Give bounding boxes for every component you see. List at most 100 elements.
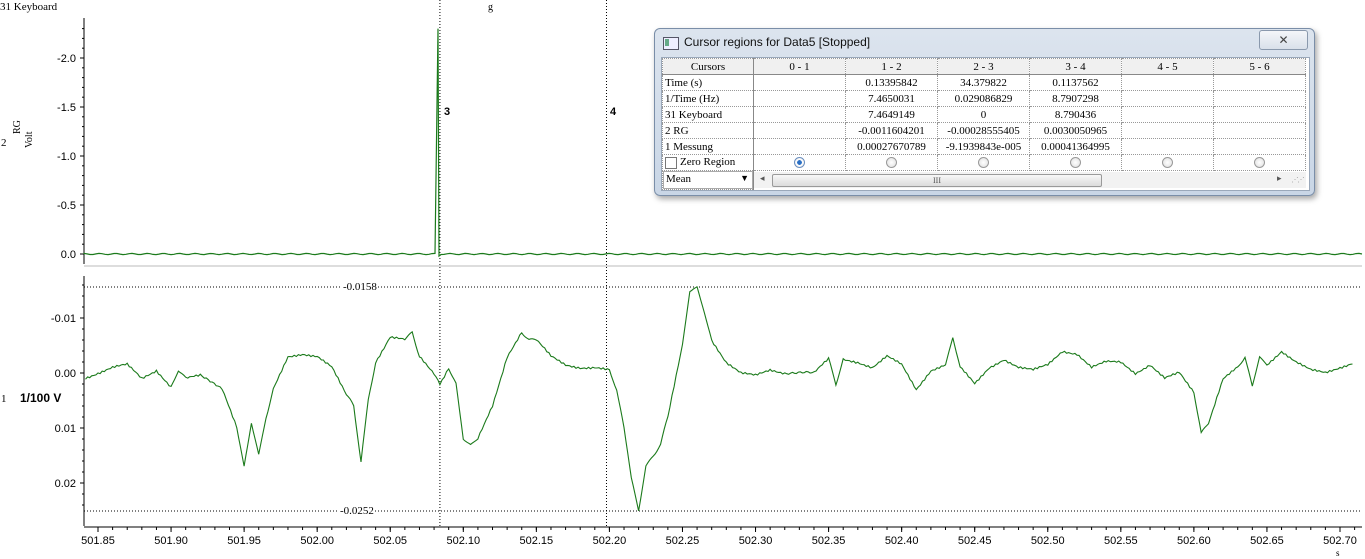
table-cell: 34.379822 (937, 74, 1030, 91)
x-tick-label: 502.70 (1323, 535, 1357, 547)
table-row: 31 Keyboard 7.4649149 0 8.790436 (662, 106, 1306, 123)
scroll-thumb[interactable]: III (772, 174, 1102, 188)
row-label: 31 Keyboard (662, 106, 754, 123)
table-cell (1213, 74, 1306, 91)
measure-select[interactable]: Mean ▼ (663, 171, 753, 189)
x-tick-label: 502.20 (593, 535, 627, 547)
table-cell: -9.1939843e-005 (937, 138, 1030, 155)
table-cell: 0.00027670789 (845, 138, 938, 155)
zero-region-radio[interactable] (1162, 157, 1173, 169)
upper-channel-number: 2 (1, 137, 7, 149)
measure-row: Mean ▼ ◂ III ▸ ⋰⋰ (662, 170, 1306, 190)
upper-y-tick-label: 0.0 (61, 249, 76, 261)
table-cell: 7.4649149 (845, 106, 938, 123)
cursor-3-label[interactable]: 3 (444, 106, 451, 118)
scroll-grip: III (933, 176, 941, 186)
table-cell: 0.00041364995 (1029, 138, 1122, 155)
lower-y-tick-label: 0.00 (55, 368, 76, 380)
zero-region-radio[interactable] (1070, 157, 1081, 169)
table-cell (1213, 106, 1306, 123)
column-header-region: 3 - 4 (1029, 58, 1122, 75)
table-row: 1/Time (Hz) 7.4650031 0.029086829 8.7907298 (662, 90, 1306, 107)
x-tick-label: 502.50 (1031, 535, 1065, 547)
zero-region-row: Zero Region (662, 154, 1306, 171)
table-cell: 0 (937, 106, 1030, 123)
table-cell (1121, 106, 1214, 123)
table-row: Time (s) 0.13395842 34.379822 0.1137562 (662, 74, 1306, 91)
table-cell (1121, 122, 1214, 139)
upper-y-tick-label: -1.5 (57, 102, 76, 114)
table-cell: 0.13395842 (845, 74, 938, 91)
lower-trace (85, 286, 1353, 512)
lower-y-tick-label: 0.01 (55, 423, 76, 435)
zero-region-radio[interactable] (978, 157, 989, 169)
dialog-titlebar[interactable]: Cursor regions for Data5 [Stopped] ✕ (655, 29, 1314, 57)
resize-grip-icon[interactable]: ⋰⋰ (1291, 176, 1305, 185)
scroll-left-icon[interactable]: ◂ (760, 173, 765, 184)
table-cell: 8.790436 (1029, 106, 1122, 123)
table-cell (1213, 90, 1306, 107)
column-header-region: 4 - 5 (1121, 58, 1214, 75)
table-cell: 0.029086829 (937, 90, 1030, 107)
upper-trace (83, 28, 1363, 258)
horizontal-scrollbar-cell: ◂ III ▸ ⋰⋰ (754, 171, 1306, 190)
x-tick-label: 502.15 (520, 535, 554, 547)
zero-region-label: Zero Region (680, 156, 736, 169)
lower-y-tick-label: -0.01 (51, 313, 76, 325)
event-marker-g: g (488, 2, 493, 13)
upper-channel-name: RG (12, 120, 23, 134)
measure-select-value: Mean (666, 173, 692, 185)
row-label: Time (s) (662, 74, 754, 91)
column-header-region: 0 - 1 (753, 58, 846, 75)
upper-axis-title: RG Volt (12, 120, 35, 166)
lower-channel-number: 1 (1, 393, 7, 405)
row-label: 1 Messung (662, 138, 754, 155)
x-tick-label: 501.85 (81, 535, 115, 547)
x-tick-label: 502.25 (666, 535, 700, 547)
hline-bottom-label: -0.0252 (339, 505, 375, 517)
table-cell (753, 122, 846, 139)
column-header-region: 2 - 3 (937, 58, 1030, 75)
x-tick-label: 502.45 (958, 535, 992, 547)
cursor-4-label[interactable]: 4 (610, 106, 617, 118)
row-label: 2 RG (662, 122, 754, 139)
x-tick-label: 501.90 (154, 535, 188, 547)
top-channel-label: 31 Keyboard (0, 1, 58, 13)
table-cell (753, 74, 846, 91)
x-tick-label: 502.65 (1250, 535, 1284, 547)
cursor-regions-dialog[interactable]: Cursor regions for Data5 [Stopped] ✕ Cur… (654, 28, 1315, 196)
zero-region-radio-cell (845, 154, 938, 171)
zero-region-radio[interactable] (1254, 157, 1265, 169)
hline-top-label: -0.0158 (342, 281, 378, 293)
x-tick-label: 502.40 (885, 535, 919, 547)
scroll-right-icon[interactable]: ▸ (1276, 173, 1282, 184)
x-tick-label: 502.00 (300, 535, 334, 547)
horizontal-scrollbar[interactable]: ◂ III ▸ ⋰⋰ (754, 172, 1306, 189)
zero-region-radio-cell (753, 154, 846, 171)
close-button[interactable]: ✕ (1259, 30, 1308, 50)
table-row: 2 RG -0.0011604201 -0.00028555405 0.0030050… (662, 122, 1306, 139)
table-cell: 8.7907298 (1029, 90, 1122, 107)
table-row: 1 Messung 0.00027670789 -9.1939843e-005 0.0… (662, 138, 1306, 155)
table-cell (1121, 138, 1214, 155)
table-cell (1121, 74, 1214, 91)
zero-region-radio[interactable] (886, 157, 897, 169)
zero-region-radio-cell (1213, 154, 1306, 171)
zero-region-checkbox[interactable] (665, 156, 677, 169)
zero-region-radio[interactable] (794, 157, 805, 169)
x-tick-label: 502.05 (373, 535, 407, 547)
upper-y-tick-label: -2.0 (57, 53, 76, 65)
dropdown-arrow-icon: ▼ (740, 173, 749, 183)
table-cell: 0.1137562 (1029, 74, 1122, 91)
table-cell: -0.0011604201 (845, 122, 938, 139)
measure-select-cell: Mean ▼ (662, 170, 754, 190)
window-icon (663, 37, 679, 50)
table-cell: -0.00028555405 (937, 122, 1030, 139)
x-tick-label: 501.95 (227, 535, 261, 547)
column-header-region: 5 - 6 (1213, 58, 1306, 75)
row-label: 1/Time (Hz) (662, 90, 754, 107)
upper-y-tick-label: -1.0 (57, 151, 76, 163)
